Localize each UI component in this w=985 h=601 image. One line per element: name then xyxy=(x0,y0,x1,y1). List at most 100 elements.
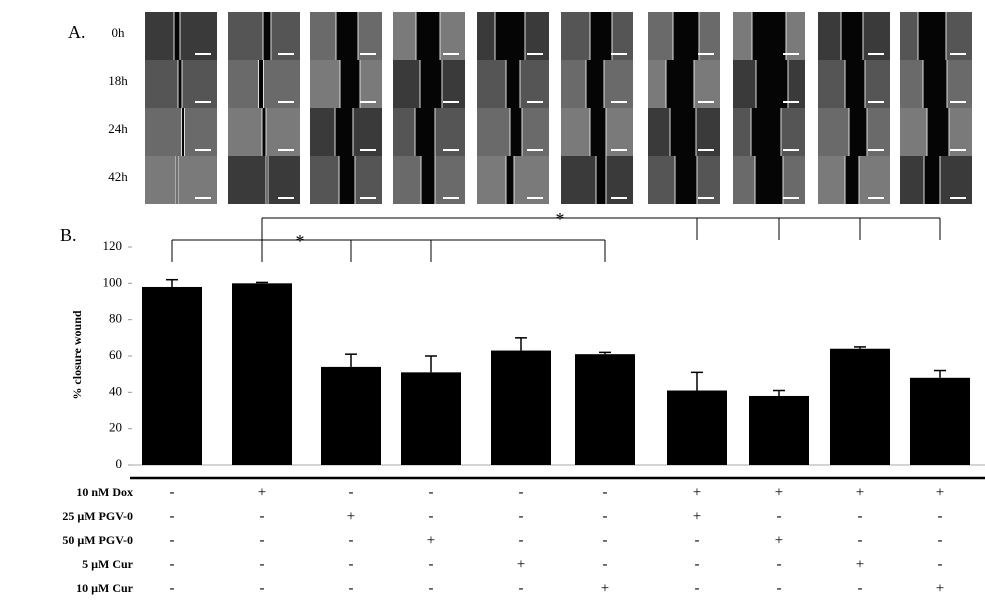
wound-gap xyxy=(510,108,522,156)
wound-gap xyxy=(923,60,947,108)
treatment-sign: - xyxy=(695,580,700,596)
treatment-label: 10 µM Cur xyxy=(76,581,134,595)
wound-gap xyxy=(752,12,786,60)
treatment-sign: + xyxy=(601,580,609,596)
wound-gap xyxy=(259,60,264,108)
y-tick-label: 0 xyxy=(116,456,123,471)
y-axis-label: % closure wound xyxy=(70,310,84,399)
treatment-sign: - xyxy=(170,580,175,596)
wound-gap xyxy=(845,60,865,108)
time-label: 24h xyxy=(108,121,128,136)
treatment-label: 10 nM Dox xyxy=(76,485,133,499)
bar xyxy=(575,354,635,465)
wound-gap xyxy=(178,60,182,108)
y-tick-label: 60 xyxy=(109,347,122,362)
time-label: 42h xyxy=(108,169,128,184)
treatment-sign: - xyxy=(170,556,175,572)
treatment-label: 5 µM Cur xyxy=(82,557,134,571)
treatment-sign: - xyxy=(938,556,943,572)
treatment-sign: - xyxy=(429,508,434,524)
bar xyxy=(910,378,970,465)
treatment-sign: - xyxy=(603,484,608,500)
wound-gap xyxy=(263,12,271,60)
wound-gap xyxy=(590,12,612,60)
treatment-sign: - xyxy=(429,556,434,572)
treatment-sign: + xyxy=(693,484,701,500)
wound-gap xyxy=(339,156,355,204)
micrograph xyxy=(145,156,217,204)
error-bar xyxy=(166,280,178,287)
treatment-sign: - xyxy=(260,508,265,524)
error-bar xyxy=(773,391,785,396)
treatment-sign: - xyxy=(519,508,524,524)
treatment-sign: - xyxy=(349,484,354,500)
treatment-sign: - xyxy=(349,532,354,548)
error-bar xyxy=(425,356,437,372)
wound-gap xyxy=(849,108,867,156)
y-tick-label: 20 xyxy=(109,420,122,435)
wound-gap xyxy=(336,12,358,60)
treatment-sign: - xyxy=(603,532,608,548)
treatment-sign: - xyxy=(777,580,782,596)
y-tick-label: 120 xyxy=(103,238,123,253)
bar xyxy=(321,367,381,465)
panel-label: B. xyxy=(60,225,77,245)
treatment-sign: - xyxy=(349,580,354,596)
wound-gap xyxy=(670,108,696,156)
wound-gap xyxy=(590,108,606,156)
treatment-sign: - xyxy=(938,532,943,548)
treatment-sign: + xyxy=(775,532,783,548)
treatment-sign: - xyxy=(519,484,524,500)
wound-gap xyxy=(755,156,783,204)
wound-gap xyxy=(841,12,863,60)
error-bar xyxy=(256,282,268,283)
error-bar xyxy=(691,372,703,390)
wound-gap xyxy=(845,156,859,204)
time-label: 18h xyxy=(108,73,128,88)
treatment-sign: + xyxy=(427,532,435,548)
error-bar xyxy=(345,354,357,367)
treatment-sign: - xyxy=(777,556,782,572)
error-bar xyxy=(934,371,946,378)
treatment-sign: - xyxy=(170,484,175,500)
y-tick-label: 80 xyxy=(109,311,122,326)
treatment-label: 25 µM PGV-0 xyxy=(62,509,133,523)
wound-gap xyxy=(495,12,525,60)
treatment-sign: + xyxy=(856,484,864,500)
y-tick-label: 100 xyxy=(103,274,123,289)
treatment-sign: + xyxy=(347,508,355,524)
y-tick-label: 40 xyxy=(109,383,122,398)
bar xyxy=(749,396,809,465)
error-bar xyxy=(854,347,866,349)
treatment-sign: + xyxy=(775,484,783,500)
time-label: 0h xyxy=(112,25,126,40)
treatment-sign: - xyxy=(858,532,863,548)
wound-gap xyxy=(420,60,442,108)
error-bar xyxy=(515,338,527,351)
treatment-sign: - xyxy=(858,580,863,596)
wound-gap xyxy=(415,108,435,156)
wound-gap xyxy=(421,156,435,204)
treatment-sign: - xyxy=(777,508,782,524)
treatment-sign: + xyxy=(693,508,701,524)
figure: A. B. % closure wound 0h 18h 24h 42h 0 20 40 60… xyxy=(0,0,985,601)
panel-label: A. xyxy=(68,22,86,42)
wound-gap xyxy=(924,156,940,204)
treatment-sign: + xyxy=(936,580,944,596)
wound-gap xyxy=(262,108,266,156)
treatment-sign: - xyxy=(429,484,434,500)
wound-gap xyxy=(340,60,360,108)
bar xyxy=(232,283,292,465)
treatment-sign: - xyxy=(260,556,265,572)
wound-gap xyxy=(506,60,520,108)
bar xyxy=(142,287,202,465)
treatment-sign: + xyxy=(936,484,944,500)
treatment-sign: - xyxy=(695,532,700,548)
wound-gap xyxy=(666,60,694,108)
wound-gap xyxy=(918,12,946,60)
wound-gap xyxy=(756,60,788,108)
wound-gap xyxy=(174,12,180,60)
page: A. B. % closure wound 0h 18h 24h 42h 0 20 40 60… xyxy=(0,0,985,601)
wound-gap xyxy=(416,12,440,60)
significance: * xyxy=(556,209,565,229)
